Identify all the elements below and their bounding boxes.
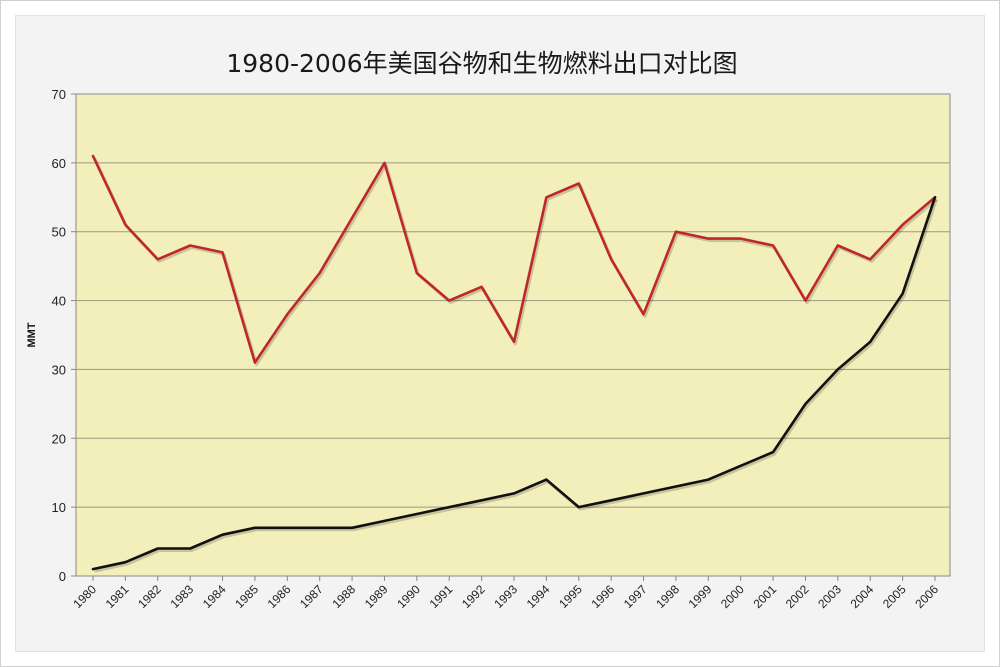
- y-tick-label: 10: [52, 500, 66, 515]
- y-tick-label: 60: [52, 156, 66, 171]
- x-tick-label: 2002: [783, 582, 812, 611]
- y-tick-label: 0: [59, 569, 66, 584]
- x-tick-label: 1999: [686, 582, 715, 611]
- x-tick-label: 1983: [167, 582, 196, 611]
- y-tick-label: 50: [52, 225, 66, 240]
- series-line-shadow: [94, 198, 938, 573]
- y-tick-label: 30: [52, 362, 66, 377]
- x-tick-label: 1987: [297, 582, 326, 611]
- x-tick-label: 1991: [427, 582, 456, 611]
- chart-title: 1980-2006年美国谷物和生物燃料出口对比图: [226, 49, 737, 78]
- x-tick-label: 2001: [750, 582, 779, 611]
- x-tick-label: 1995: [556, 582, 585, 611]
- x-tick-label: 1997: [621, 582, 650, 611]
- x-tick-label: 1996: [588, 582, 617, 611]
- x-tick-label: 1993: [491, 582, 520, 611]
- y-tick-label: 40: [52, 294, 66, 309]
- x-tick-label: 1982: [135, 582, 164, 611]
- x-tick-label: 2005: [880, 582, 909, 611]
- x-tick-label: 2000: [718, 582, 747, 611]
- y-axis-label: MMT: [26, 322, 38, 347]
- series-line-1: [91, 154, 937, 364]
- x-tick-label: 1986: [265, 582, 294, 611]
- x-tick-label: 1981: [103, 582, 132, 611]
- plot-area: [75, 93, 951, 577]
- y-tick-label: 20: [52, 431, 66, 446]
- x-tick-label: 1998: [653, 582, 682, 611]
- x-tick-label: 1988: [329, 582, 358, 611]
- x-tick-label: 1985: [232, 582, 261, 611]
- x-tick-label: 1980: [70, 582, 99, 611]
- x-tick-label: 1992: [459, 582, 488, 611]
- x-tick-labels: 1980 1981 1982 1983 1984 1985 1986 1987 1988 1989…: [70, 582, 941, 611]
- x-tick-label: 2006: [912, 582, 941, 611]
- x-tick-label: 1990: [394, 582, 423, 611]
- x-tick-label: 2004: [848, 582, 877, 611]
- series-line-2: [91, 196, 937, 571]
- y-tick-labels: 0 10 20 30 40 50 60 70: [52, 87, 66, 584]
- x-tick-label: 1994: [524, 582, 553, 611]
- x-tick-label: 1984: [200, 582, 229, 611]
- y-tick-label: 70: [52, 87, 66, 102]
- x-tick-label: 1989: [362, 582, 391, 611]
- series-lines: [91, 154, 938, 573]
- x-tick-label: 2003: [815, 582, 844, 611]
